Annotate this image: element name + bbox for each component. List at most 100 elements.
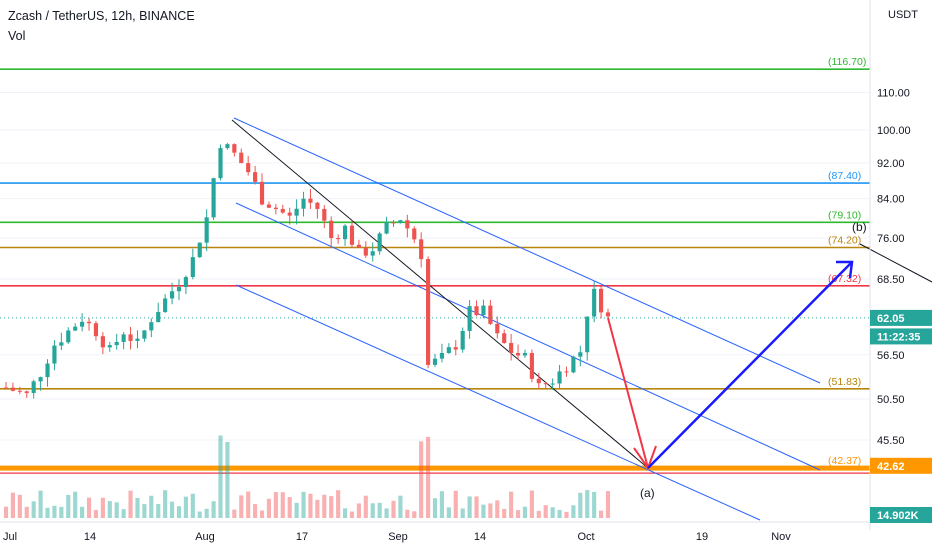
volume-bar (550, 507, 555, 518)
volume-bar (363, 495, 368, 518)
candle-body (135, 338, 140, 341)
candle-body (273, 207, 278, 209)
candle-body (246, 163, 251, 173)
time-axis[interactable]: Jul 14 Aug 17 Sep 14 Oct 19 Nov (0, 521, 932, 543)
candle-body (522, 352, 528, 356)
volume-bar (31, 501, 36, 518)
candle-body (225, 144, 230, 149)
candle-body (370, 251, 375, 256)
price-tag-label: 42.62 (877, 461, 905, 473)
candle-body (363, 247, 368, 256)
volume-indicator-label[interactable]: Vol (8, 29, 26, 43)
candle-body (356, 244, 361, 248)
volume-bar (543, 505, 548, 518)
candle-body (315, 202, 320, 209)
volume-bar (432, 498, 438, 518)
candle-body (10, 387, 15, 391)
volume-bar (384, 508, 389, 518)
volume-bar (176, 506, 182, 518)
volume-bar (481, 504, 486, 518)
candle-body (211, 178, 216, 218)
volume-bar (599, 510, 604, 518)
level-label: (51.83) (828, 376, 861, 388)
time-tick-label: Jul (3, 531, 17, 543)
volume-bar (80, 506, 85, 518)
volume-bar (218, 435, 223, 518)
candlestick-series (3, 142, 611, 399)
channel-line (233, 117, 821, 384)
volume-bar (211, 501, 216, 518)
volume-bar (405, 509, 410, 518)
price-tick-label: 110.00 (877, 87, 910, 99)
volume-bar (183, 496, 188, 518)
volume-bar (107, 501, 112, 518)
volume-bar (391, 500, 396, 518)
price-axis[interactable]: 110.00 100.00 92.00 84.00 76.00 68.50 56.50 50.… (869, 0, 911, 530)
volume-bar (93, 510, 99, 518)
volume-bar (315, 499, 320, 518)
volume-bar (515, 510, 521, 518)
candle-body (349, 225, 355, 245)
candle-body (509, 342, 514, 354)
candle-body (3, 387, 9, 389)
volume-bars (3, 435, 611, 518)
candle-body (190, 257, 195, 278)
price-tick-label: 84.00 (877, 194, 905, 206)
time-tick-label: Nov (771, 531, 791, 543)
volume-bar (571, 505, 576, 518)
volume-bar (467, 496, 472, 518)
price-tag-label: 62.05 (877, 313, 905, 325)
symbol-title[interactable]: Zcash / TetherUS, 12h, BINANCE (8, 9, 195, 23)
volume-bar (439, 491, 445, 518)
candle-body (592, 288, 597, 317)
volume-bar (253, 504, 258, 518)
candle-body (287, 212, 292, 216)
candle-body (93, 323, 99, 337)
price-tag-box (870, 309, 932, 326)
volume-bar (17, 494, 22, 518)
volume-bar (605, 491, 611, 518)
candle-body (474, 306, 479, 316)
candle-body (342, 225, 348, 240)
candle-body (52, 345, 57, 364)
volume-bar (592, 491, 597, 518)
volume-bar (163, 490, 168, 518)
channel-line (231, 119, 649, 469)
candle-body (578, 352, 583, 357)
volume-bar (301, 491, 306, 518)
candle-body (605, 312, 611, 317)
price-tag-label: 14.902K (877, 510, 919, 522)
price-tick-label: 56.50 (877, 350, 905, 362)
volume-bar (121, 509, 126, 518)
volume-bar (280, 492, 285, 518)
candle-body (384, 222, 389, 234)
volume-bar (342, 508, 348, 518)
candle-body (515, 353, 521, 356)
volume-bar (73, 491, 78, 518)
candle-body (529, 352, 534, 379)
candle-body (163, 298, 168, 313)
volume-bar (156, 504, 161, 518)
candle-body (564, 371, 569, 373)
candle-body (308, 198, 313, 203)
candle-body (502, 333, 507, 343)
volume-bar (585, 490, 590, 518)
time-tick-label: Aug (195, 531, 215, 543)
candle-body (204, 217, 209, 243)
price-tick-label: 100.00 (877, 125, 911, 137)
candle-body (377, 233, 382, 252)
volume-bar (529, 490, 534, 518)
candle-body (599, 288, 604, 313)
volume-bar (377, 502, 382, 518)
volume-bar (142, 504, 147, 518)
candle-body (543, 383, 548, 385)
candle-body (114, 341, 119, 346)
candle-body (301, 198, 306, 209)
volume-bar (522, 506, 528, 518)
candle-body (183, 277, 188, 288)
projection-up-line (647, 261, 853, 469)
candle-body (232, 144, 237, 153)
candle-body (336, 238, 341, 240)
wave-b-label: (b) (852, 220, 867, 234)
